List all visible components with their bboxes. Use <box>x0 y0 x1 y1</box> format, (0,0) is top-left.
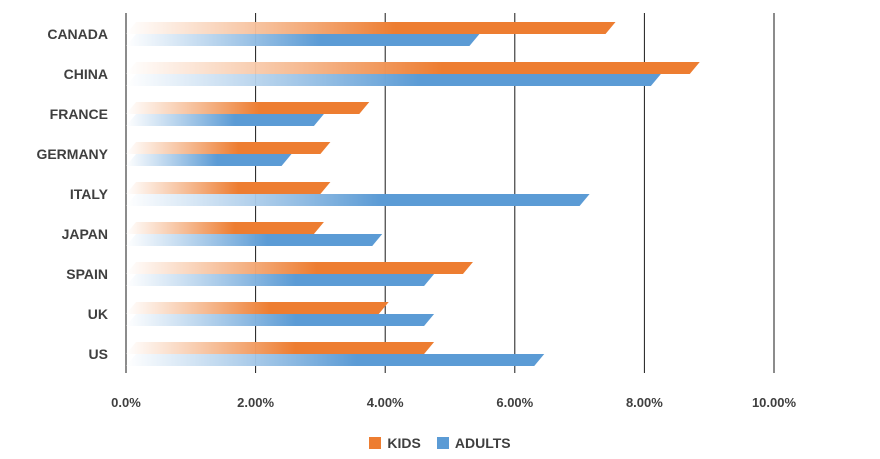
x-tick-label: 8.00% <box>626 395 663 410</box>
x-tick-label: 0.0% <box>111 395 141 410</box>
x-tick-label: 6.00% <box>496 395 533 410</box>
bar-kids-uk <box>126 302 389 314</box>
bar-adults-us <box>126 354 545 366</box>
category-label-japan: JAPAN <box>62 226 108 242</box>
category-label-france: FRANCE <box>50 106 108 122</box>
legend-swatch-adults <box>436 437 449 449</box>
legend-item-kids: KIDS <box>369 435 421 451</box>
legend-swatch-kids <box>369 437 382 449</box>
bar-adults-china <box>126 74 661 86</box>
bars <box>126 22 700 366</box>
category-label-spain: SPAIN <box>66 266 108 282</box>
category-label-china: CHINA <box>64 66 108 82</box>
x-tick-label: 10.00% <box>752 395 797 410</box>
x-tick-labels: 0.0% 2.00% 4.00% 6.00% 8.00% 10.00% <box>111 395 796 410</box>
bar-adults-canada <box>126 34 480 46</box>
category-label-germany: GERMANY <box>36 146 108 162</box>
bar-adults-japan <box>126 234 383 246</box>
legend-item-adults: ADULTS <box>436 435 511 451</box>
x-tick-label: 2.00% <box>237 395 274 410</box>
bar-kids-spain <box>126 262 473 274</box>
category-label-italy: ITALY <box>70 186 109 202</box>
bar-kids-france <box>126 102 370 114</box>
bar-adults-italy <box>126 194 590 206</box>
bar-adults-germany <box>126 154 292 166</box>
bar-adults-spain <box>126 274 435 286</box>
legend: KIDS ADULTS <box>0 435 880 451</box>
legend-label-kids: KIDS <box>387 435 421 451</box>
category-labels: CANADA CHINA FRANCE GERMANY ITALY JAPAN SPAIN U… <box>36 26 108 362</box>
legend-label-adults: ADULTS <box>454 435 511 451</box>
category-label-uk: UK <box>88 306 108 322</box>
bar-adults-france <box>126 114 324 126</box>
bar-kids-germany <box>126 142 331 154</box>
x-tick-label: 4.00% <box>367 395 404 410</box>
bar-adults-uk <box>126 314 435 326</box>
bar-kids-china <box>126 62 700 74</box>
bar-kids-canada <box>126 22 616 34</box>
bar-kids-japan <box>126 222 324 234</box>
bar-kids-italy <box>126 182 331 194</box>
category-label-canada: CANADA <box>47 26 108 42</box>
category-label-us: US <box>89 346 108 362</box>
bar-chart: CANADA CHINA FRANCE GERMANY ITALY JAPAN SPAIN U… <box>36 13 796 410</box>
bar-kids-us <box>126 342 435 354</box>
